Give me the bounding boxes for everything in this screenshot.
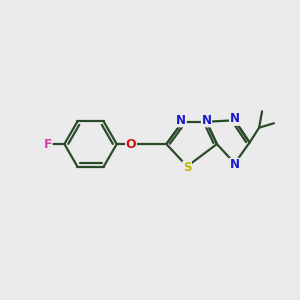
Text: N: N [230, 158, 240, 171]
Text: F: F [44, 138, 52, 151]
Text: N: N [202, 114, 212, 127]
Text: N: N [230, 112, 240, 125]
Text: O: O [126, 138, 136, 151]
Text: N: N [176, 114, 186, 127]
Text: S: S [183, 161, 191, 174]
